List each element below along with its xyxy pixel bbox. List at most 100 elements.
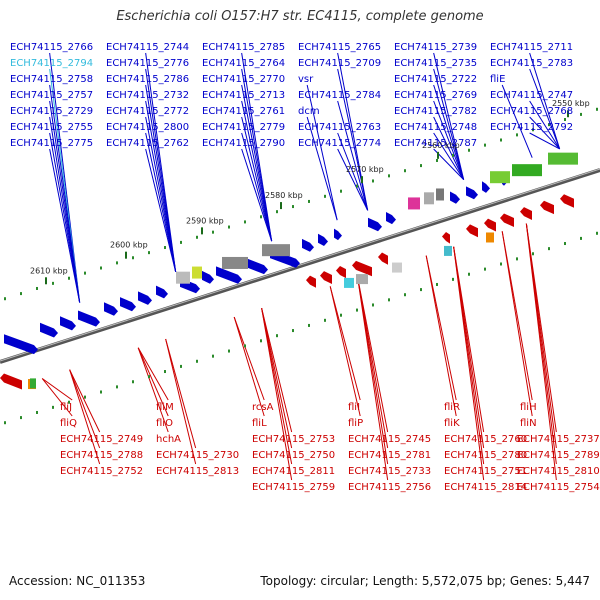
track-dot	[340, 313, 342, 317]
feature-block	[176, 271, 190, 284]
gene-label: ECH74115_2747	[490, 90, 573, 101]
scale-tick	[45, 277, 47, 285]
scale-tick-label: 2610 kbp	[30, 266, 68, 275]
leader-line	[337, 52, 369, 211]
leader-line	[337, 68, 369, 211]
track-dot	[548, 247, 550, 251]
scale-tick-label: 2550 kbp	[552, 99, 590, 108]
feature-block	[486, 232, 494, 243]
gene-label: vsr	[298, 74, 314, 85]
leader-line	[433, 132, 465, 180]
gene-label: fliL	[252, 418, 267, 429]
leader-line	[241, 132, 273, 242]
feature-block	[344, 277, 354, 288]
track-dot	[100, 266, 102, 270]
gene-label: rcsA	[252, 402, 274, 413]
reverse-gene-arrow	[500, 213, 514, 227]
label-leader-lines	[41, 52, 561, 481]
gene-label: ECH74115_2733	[348, 466, 431, 477]
leader-line	[329, 286, 361, 417]
gene-label: ECH74115_2753	[252, 434, 335, 445]
track-dot	[452, 153, 454, 157]
backbone-highlight	[0, 168, 600, 362]
scale-tick	[201, 227, 203, 235]
track-dot	[516, 133, 518, 137]
feature-block	[436, 188, 444, 201]
leader-line	[165, 338, 197, 465]
track-dot	[484, 143, 486, 147]
reverse-gene-arrow	[466, 224, 478, 238]
gene-label: ECH74115_2732	[106, 90, 189, 101]
gene-label: ECH74115_2779	[202, 122, 285, 133]
scale-tick-label: 2600 kbp	[110, 241, 148, 250]
gene-label: ECH74115_2776	[106, 58, 189, 69]
gene-label: ECH74115_2762	[106, 138, 189, 149]
forward-gene-arrow	[216, 266, 242, 284]
feature-block	[356, 274, 368, 285]
forward-gene-arrow	[138, 291, 152, 305]
track-dot	[420, 164, 422, 168]
track-dot	[84, 271, 86, 275]
track-dot	[20, 416, 22, 420]
leader-line	[241, 68, 273, 242]
track-dot	[4, 297, 6, 301]
leader-line	[69, 369, 101, 449]
gene-label: ECH74115_2788	[60, 450, 143, 461]
forward-gene-arrow	[318, 233, 328, 246]
gene-label: ECH74115_2729	[10, 106, 93, 117]
backbone-line	[0, 168, 600, 364]
leader-line	[525, 223, 557, 481]
gene-labels: ECH74115_2766 ECH74115_2744 ECH74115_2785 E…	[10, 42, 600, 493]
track-dot	[244, 344, 246, 348]
track-dot	[100, 390, 102, 394]
leader-line	[241, 100, 273, 242]
gene-label: ECH74115_2810	[517, 466, 600, 477]
gene-label: ECH74115_2749	[60, 434, 143, 445]
gene-label: ECH74115_2757	[10, 90, 93, 101]
leader-line	[501, 84, 533, 158]
track-dot	[260, 215, 262, 219]
gene-label: ECH74115_2754	[517, 482, 600, 493]
gene-label: ECH74115_2784	[298, 90, 381, 101]
leader-line	[529, 52, 561, 150]
map-title: Escherichia coli O157:H7 str. EC4115, co…	[116, 9, 484, 24]
track-dot	[36, 410, 38, 414]
leader-line	[145, 116, 177, 272]
track-dot	[212, 354, 214, 358]
track-dot	[580, 112, 582, 116]
gene-label: ECH74115_2774	[298, 138, 381, 149]
leader-line	[425, 255, 457, 417]
track-dot	[580, 236, 582, 240]
forward-gene-arrow	[244, 257, 268, 275]
track-dot	[468, 272, 470, 276]
track-dot	[68, 276, 70, 280]
scale-tick	[280, 202, 282, 210]
track-dot	[180, 240, 182, 244]
track-dot	[164, 246, 166, 250]
leader-line	[337, 100, 369, 211]
scale-tick	[125, 251, 127, 259]
gene-label: ECH74115_2713	[202, 90, 285, 101]
forward-gene-arrow	[466, 186, 478, 200]
gene-label: ECH74115_2772	[106, 106, 189, 117]
track-dot	[436, 282, 438, 286]
track-dot	[468, 148, 470, 152]
scale-tick-label: 2560 kbp	[422, 141, 460, 150]
gene-label: ECH74115_2735	[394, 58, 477, 69]
forward-gene-arrow	[202, 270, 214, 284]
track-dot	[36, 286, 38, 290]
gene-label: ECH74115_2766	[10, 42, 93, 53]
forward-gene-arrow	[450, 191, 460, 204]
track-dot	[436, 158, 438, 162]
gene-label: ECH74115_2786	[106, 74, 189, 85]
gene-label: ECH74115_2782	[394, 106, 477, 117]
leader-line	[337, 132, 369, 211]
track-dot	[84, 395, 86, 399]
gene-label: ECH74115_2790	[202, 138, 285, 149]
leader-line	[41, 378, 73, 401]
track-dot	[164, 370, 166, 374]
track-dot	[132, 380, 134, 384]
track-dot	[116, 261, 118, 265]
leader-line	[241, 116, 273, 242]
track-dot	[372, 303, 374, 307]
